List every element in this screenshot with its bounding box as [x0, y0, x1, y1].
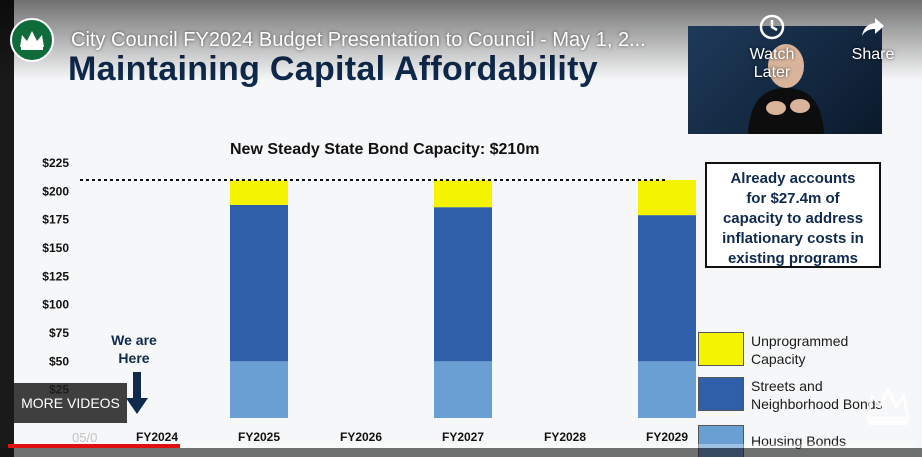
capacity-callout-box: Already accounts for $27.4m of capacity …: [705, 162, 881, 268]
more-videos-button[interactable]: MORE VIDEOS: [14, 383, 127, 423]
chart-title: New Steady State Bond Capacity: $210m: [230, 141, 540, 158]
share-button[interactable]: Share: [838, 14, 908, 64]
y-tick-label: $50: [49, 354, 69, 368]
share-arrow-icon: [862, 18, 884, 36]
callout-line: for $27.4m of: [746, 190, 840, 207]
crown-logo-icon: [20, 31, 44, 50]
legend-label: Unprogrammed Capacity: [751, 332, 848, 368]
y-tick-label: $175: [42, 213, 69, 227]
legend-label-line: Unprogrammed: [751, 333, 849, 349]
we-are-here-label: We are Here: [104, 331, 164, 367]
y-tick-label: $150: [42, 241, 69, 255]
channel-watermark-icon[interactable]: [860, 380, 916, 436]
bar-segment: [230, 180, 288, 205]
x-tick-label: FY2024: [136, 430, 178, 444]
y-tick-label: $200: [42, 184, 69, 198]
legend-swatch: [698, 332, 744, 366]
legend-label: Streets and Neighborhood Bonds: [751, 377, 883, 413]
here-line: We are: [111, 332, 157, 348]
callout-line: inflationary costs in: [722, 230, 864, 247]
legend-swatch: [698, 377, 744, 411]
bar-segment: [434, 361, 492, 418]
watch-later-label: Watch Later: [749, 46, 795, 81]
callout-line: capacity to address: [722, 210, 864, 227]
video-title[interactable]: City Council FY2024 Budget Presentation …: [71, 29, 646, 51]
bar-segment: [638, 361, 696, 418]
down-arrow-icon: [126, 372, 148, 414]
x-tick-label: FY2028: [544, 430, 586, 444]
x-tick-label: FY2029: [646, 430, 688, 444]
bar-segment: [434, 180, 492, 208]
x-tick-label: FY2025: [238, 430, 280, 444]
y-tick-label: $100: [42, 298, 69, 312]
share-label: Share: [851, 46, 895, 63]
callout-line: existing programs: [727, 250, 859, 267]
bar-segment: [230, 361, 288, 418]
bar-segment: [638, 215, 696, 362]
legend-label-line: Housing Bonds: [751, 433, 846, 449]
progress-bar[interactable]: [8, 444, 914, 448]
watch-later-button[interactable]: Watch Later: [737, 14, 807, 82]
sign-language-interpreter-inset: [688, 26, 882, 134]
controls-bottom-strip: [0, 448, 922, 457]
bar-segment: [638, 180, 696, 216]
legend-label-line: Neighborhood Bonds: [751, 396, 883, 412]
legend-label: Housing Bonds: [751, 432, 846, 450]
clock-icon: [759, 14, 785, 40]
bar-segment: [230, 204, 288, 362]
x-tick-label: FY2027: [442, 430, 484, 444]
x-tick-label: FY2026: [340, 430, 382, 444]
timestamp-text: 05/0: [72, 430, 98, 445]
legend-label-line: Capacity: [751, 351, 806, 367]
callout-line: Already accounts: [730, 170, 856, 187]
bar-segment: [434, 207, 492, 362]
progress-bar-fill: [8, 444, 181, 448]
here-line: Here: [118, 350, 150, 366]
y-tick-label: $225: [42, 156, 69, 170]
interpreter-figure-icon: [748, 44, 824, 134]
channel-avatar[interactable]: [10, 18, 54, 62]
y-tick-label: $125: [42, 269, 69, 283]
video-left-edge: [0, 0, 14, 457]
y-tick-label: $75: [49, 326, 69, 340]
legend-label-line: Streets and: [751, 378, 823, 394]
